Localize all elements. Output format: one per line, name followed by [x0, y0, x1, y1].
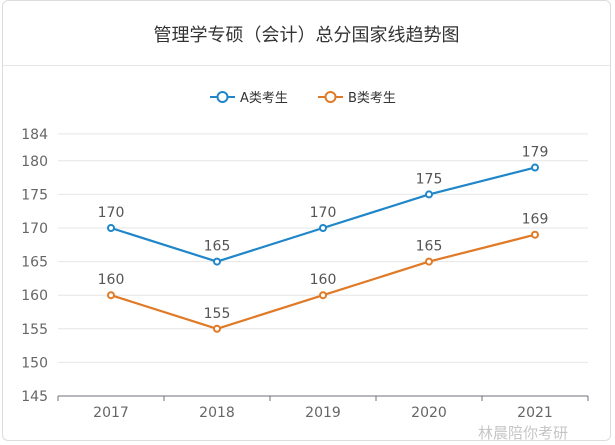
data-point: [531, 230, 539, 239]
data-label: 160: [98, 272, 125, 288]
watermark: 林晨陪你考研: [478, 424, 569, 442]
data-label: 170: [310, 205, 337, 221]
y-tick-label: 145: [21, 389, 48, 405]
data-point: [107, 291, 115, 300]
chart-title: 管理学专硕（会计）总分国家线趋势图: [153, 25, 460, 46]
x-tick-label: 2018: [199, 405, 235, 421]
data-point: [425, 190, 433, 199]
x-tick-label: 2020: [411, 405, 447, 421]
x-tick-label: 2019: [305, 405, 341, 421]
data-label: 165: [204, 239, 231, 255]
y-tick-label: 160: [21, 288, 48, 304]
y-tick-label: 175: [21, 187, 48, 203]
legend-marker: [216, 91, 229, 103]
data-point: [213, 324, 221, 333]
data-label: 155: [204, 306, 231, 322]
y-tick-label: 180: [21, 154, 48, 170]
y-tick-label: 170: [21, 221, 48, 237]
legend-label: A类考生: [240, 91, 288, 106]
data-label: 160: [310, 272, 337, 288]
y-tick-label: 150: [21, 355, 48, 371]
data-point: [319, 224, 327, 232]
data-label: 165: [416, 239, 443, 255]
title-divider: [3, 65, 610, 66]
data-label: 169: [522, 212, 549, 228]
y-tick-label: 184: [21, 127, 48, 143]
data-point: [107, 224, 115, 232]
data-point: [531, 163, 539, 172]
data-point: [319, 291, 327, 300]
y-tick-label: 155: [21, 322, 48, 338]
data-label: 179: [522, 145, 549, 161]
legend-marker: [324, 91, 337, 103]
data-point: [425, 257, 433, 266]
legend-label: B类考生: [348, 91, 396, 106]
data-point: [213, 257, 221, 266]
data-label: 170: [98, 205, 125, 221]
y-tick-label: 165: [21, 255, 48, 271]
data-label: 175: [416, 171, 443, 187]
x-tick-label: 2017: [93, 405, 129, 421]
x-tick-label: 2021: [517, 405, 553, 421]
